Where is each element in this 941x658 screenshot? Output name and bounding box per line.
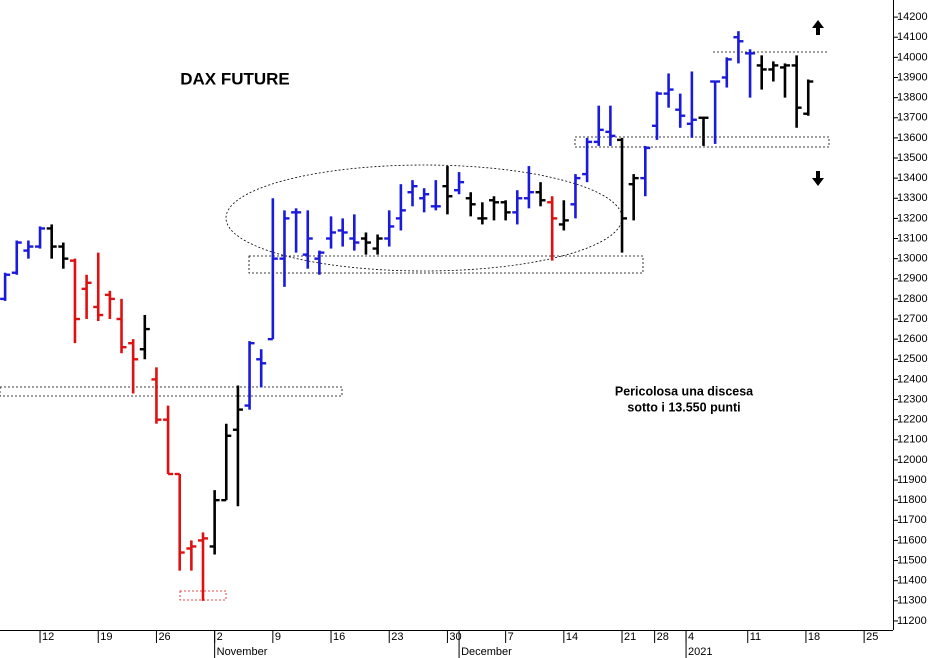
chart-title: DAX FUTURE (180, 69, 290, 88)
y-tick-label: 12200 (897, 414, 928, 426)
y-tick-label: 13100 (897, 232, 928, 244)
x-tick-label: 25 (866, 631, 878, 643)
y-tick-label: 12600 (897, 333, 928, 345)
x-tick-label: 2 (217, 631, 223, 643)
y-tick-label: 12800 (897, 293, 928, 305)
y-tick-label: 13700 (897, 112, 928, 124)
y-tick-label: 13000 (897, 253, 928, 265)
y-tick-label: 14200 (897, 11, 928, 23)
y-tick-label: 13200 (897, 212, 928, 224)
x-tick-label: 12 (42, 631, 54, 643)
y-tick-label: 13900 (897, 71, 928, 83)
y-tick-label: 12100 (897, 434, 928, 446)
support-zone (0, 386, 343, 397)
y-tick-label: 11400 (897, 575, 927, 587)
x-tick-label: 21 (624, 631, 636, 643)
x-tick-label: 14 (566, 631, 578, 643)
x-tick-label: 4 (688, 631, 694, 643)
annotation: sotto i 13.550 punti (627, 400, 740, 414)
y-tick-label: 13500 (897, 152, 928, 164)
x-tick-label: 28 (657, 631, 669, 643)
x-tick-label: 18 (808, 631, 820, 643)
annotation: Pericolosa una discesa (615, 384, 754, 398)
month-label: 2021 (688, 646, 712, 658)
y-tick-label: 13400 (897, 172, 928, 184)
y-tick-label: 11600 (897, 534, 927, 546)
y-tick-label: 13800 (897, 92, 928, 104)
y-tick-label: 12300 (897, 393, 928, 405)
y-tick-label: 12500 (897, 353, 928, 365)
y-tick-label: 11900 (897, 474, 927, 486)
month-label: December (461, 646, 512, 658)
y-tick-label: 13600 (897, 132, 928, 144)
x-tick-label: 19 (100, 631, 112, 643)
y-tick-label: 11700 (897, 514, 927, 526)
x-tick-label: 30 (449, 631, 461, 643)
y-tick-label: 13300 (897, 192, 928, 204)
support-zone (248, 255, 644, 274)
arrow-up (812, 20, 824, 35)
y-tick-label: 14000 (897, 51, 928, 63)
x-tick-label: 26 (158, 631, 170, 643)
y-tick-label: 11800 (897, 494, 927, 506)
y-tick-label: 14100 (897, 31, 928, 43)
month-label: November (217, 646, 268, 658)
x-tick-label: 23 (391, 631, 403, 643)
x-tick-label: 11 (750, 631, 761, 643)
y-tick-label: 11200 (897, 615, 927, 627)
y-tick-label: 11300 (897, 595, 927, 607)
x-tick-label: 16 (333, 631, 345, 643)
x-tick-label: 9 (275, 631, 281, 643)
y-tick-label: 12900 (897, 273, 928, 285)
y-tick-label: 12700 (897, 313, 928, 325)
y-tick-label: 12400 (897, 373, 928, 385)
y-tick-label: 12000 (897, 454, 928, 466)
arrow-down (812, 171, 824, 186)
y-tick-label: 11500 (897, 554, 927, 566)
x-tick-label: 7 (508, 631, 514, 643)
